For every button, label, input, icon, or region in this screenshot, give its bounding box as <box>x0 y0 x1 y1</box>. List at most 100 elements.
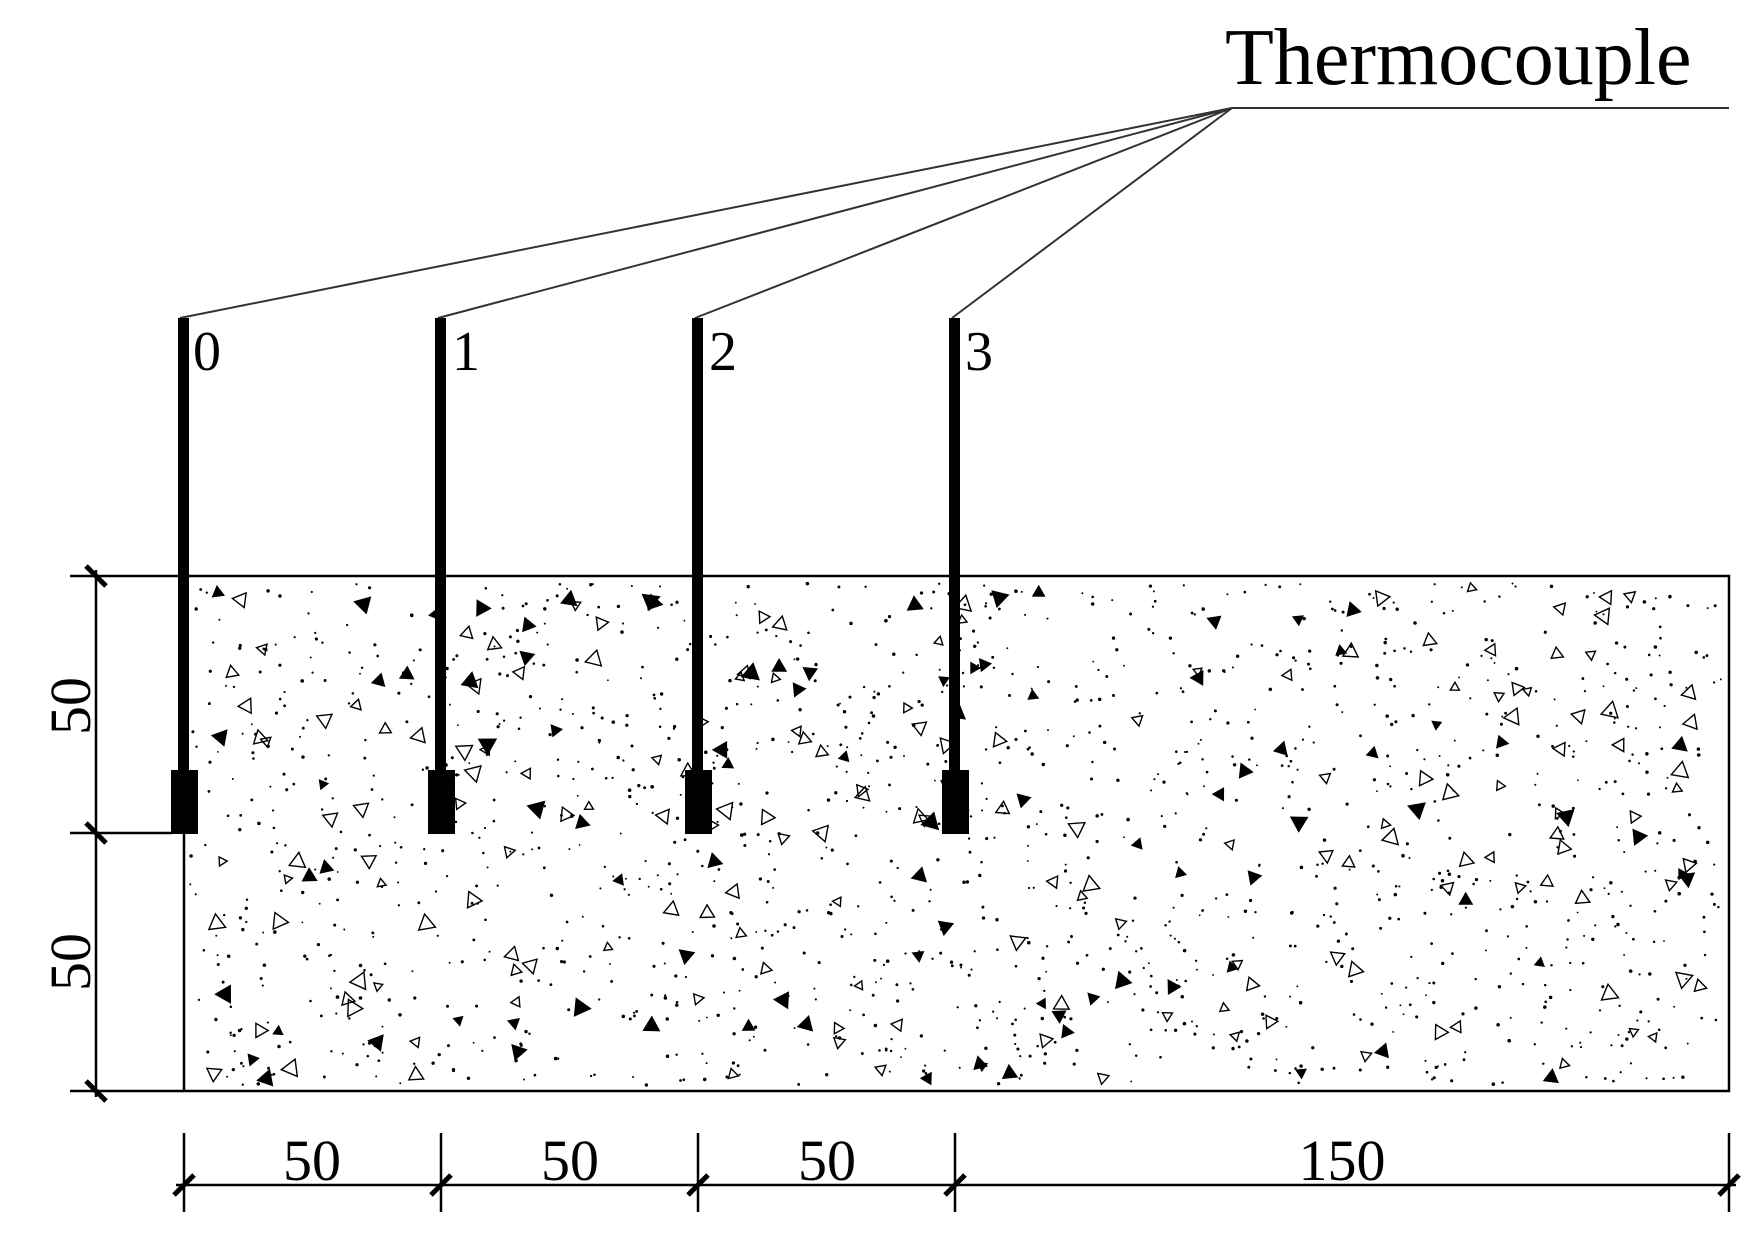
aggregate-dot <box>508 635 512 639</box>
aggregate-dot <box>1205 827 1208 830</box>
aggregate-dot <box>232 1033 236 1038</box>
aggregate-dot <box>834 1035 838 1038</box>
aggregate-triangle <box>1496 734 1510 749</box>
aggregate-dot <box>1507 1038 1511 1043</box>
aggregate-dot <box>1403 647 1406 650</box>
aggregate-triangle <box>1228 1031 1241 1043</box>
aggregate-triangle <box>741 1018 756 1031</box>
aggregate-dot <box>969 815 973 818</box>
aggregate-dot <box>1571 806 1575 810</box>
aggregate-dot <box>627 937 631 940</box>
aggregate-dot <box>1598 1009 1602 1012</box>
aggregate-dot <box>1389 765 1392 768</box>
aggregate-dot <box>1659 636 1662 640</box>
aggregate-dot <box>632 1076 634 1078</box>
aggregate-dot <box>1702 915 1706 919</box>
aggregate-dot <box>1461 1012 1465 1016</box>
aggregate-dot <box>1663 704 1666 708</box>
aggregate-dot <box>675 816 680 820</box>
aggregate-triangle <box>654 808 670 826</box>
aggregate-dot <box>285 788 289 792</box>
aggregate-dot <box>1316 863 1319 866</box>
aggregate-dot <box>1311 1046 1315 1050</box>
aggregate-dot <box>1548 995 1553 1000</box>
aggregate-dot <box>764 628 768 632</box>
aggregate-triangle <box>1521 686 1533 698</box>
aggregate-dot <box>1555 724 1558 727</box>
aggregate-dot <box>549 983 553 987</box>
aggregate-dot <box>1445 773 1450 777</box>
aggregate-dot <box>301 726 305 730</box>
aggregate-triangle <box>1231 959 1244 972</box>
aggregate-dot <box>199 588 203 591</box>
aggregate-triangle <box>707 852 724 869</box>
aggregate-dot <box>701 1052 704 1055</box>
aggregate-dot <box>1632 689 1636 692</box>
aggregate-dot <box>667 736 671 741</box>
aggregate-dot <box>451 1068 456 1072</box>
aggregate-dot <box>1101 967 1105 971</box>
aggregate-dot <box>601 924 605 928</box>
aggregate-dot <box>1333 886 1337 890</box>
aggregate-dot <box>1175 860 1178 864</box>
aggregate-dot <box>876 692 881 696</box>
thermocouple-leader-lines <box>179 107 1729 319</box>
aggregate-dot <box>355 1063 359 1067</box>
aggregate-triangle <box>510 962 524 977</box>
aggregate-dot <box>1231 1046 1235 1051</box>
aggregate-dot <box>1566 938 1569 941</box>
aggregate-dot <box>844 725 848 729</box>
aggregate-dot <box>710 954 715 958</box>
aggregate-dot <box>1437 819 1440 822</box>
aggregate-dot <box>806 1043 810 1046</box>
aggregate-dot <box>696 849 700 853</box>
aggregate-dot <box>1124 940 1127 943</box>
aggregate-triangle <box>360 854 378 870</box>
aggregate-dot <box>278 697 282 701</box>
aggregate-dot <box>1550 963 1553 967</box>
aggregate-dot <box>271 809 275 812</box>
aggregate-dot <box>1525 925 1528 928</box>
aggregate-dot <box>262 931 265 934</box>
aggregate-dot <box>496 725 500 729</box>
aggregate-triangle <box>1422 631 1439 647</box>
aggregate-dot <box>1373 703 1376 706</box>
aggregate-triangle <box>503 945 520 962</box>
aggregate-dot <box>633 1011 636 1014</box>
aggregate-dot <box>885 810 888 813</box>
aggregate-dot <box>413 996 417 1000</box>
aggregate-dot <box>1393 892 1398 897</box>
aggregate-dot <box>1440 878 1445 883</box>
aggregate-dot <box>659 692 664 696</box>
aggregate-dot <box>237 1028 242 1033</box>
aggregate-dot <box>1023 1007 1026 1010</box>
thermocouple-probe-2: 2 <box>685 318 737 834</box>
aggregate-dot <box>980 860 983 864</box>
aggregate-dot <box>1486 679 1489 682</box>
aggregate-dot <box>379 844 382 848</box>
aggregate-dot <box>1393 649 1396 653</box>
aggregate-dot <box>1416 748 1419 752</box>
aggregate-dot <box>524 602 528 606</box>
aggregate-dot <box>1511 582 1514 585</box>
aggregate-dot <box>488 950 491 953</box>
aggregate-dot <box>1190 1020 1194 1023</box>
aggregate-dot <box>1647 653 1651 657</box>
aggregate-dot <box>1116 778 1120 783</box>
aggregate-dot <box>1438 754 1441 758</box>
aggregate-dot <box>321 641 324 644</box>
vertical-dim-label-lower: 50 <box>38 933 103 991</box>
aggregate-dot <box>732 956 737 961</box>
aggregate-dot <box>1043 989 1046 993</box>
aggregate-dot <box>244 906 248 910</box>
aggregate-dot <box>1325 960 1328 964</box>
aggregate-dot <box>542 946 545 950</box>
aggregate-dot <box>218 618 221 621</box>
aggregate-dot <box>581 915 584 918</box>
aggregate-triangle <box>210 729 228 747</box>
aggregate-dot <box>1289 995 1292 998</box>
aggregate-dot <box>1628 969 1633 973</box>
aggregate-triangle <box>458 624 474 640</box>
aggregate-dot <box>853 975 856 979</box>
aggregate-dot <box>493 1036 496 1039</box>
